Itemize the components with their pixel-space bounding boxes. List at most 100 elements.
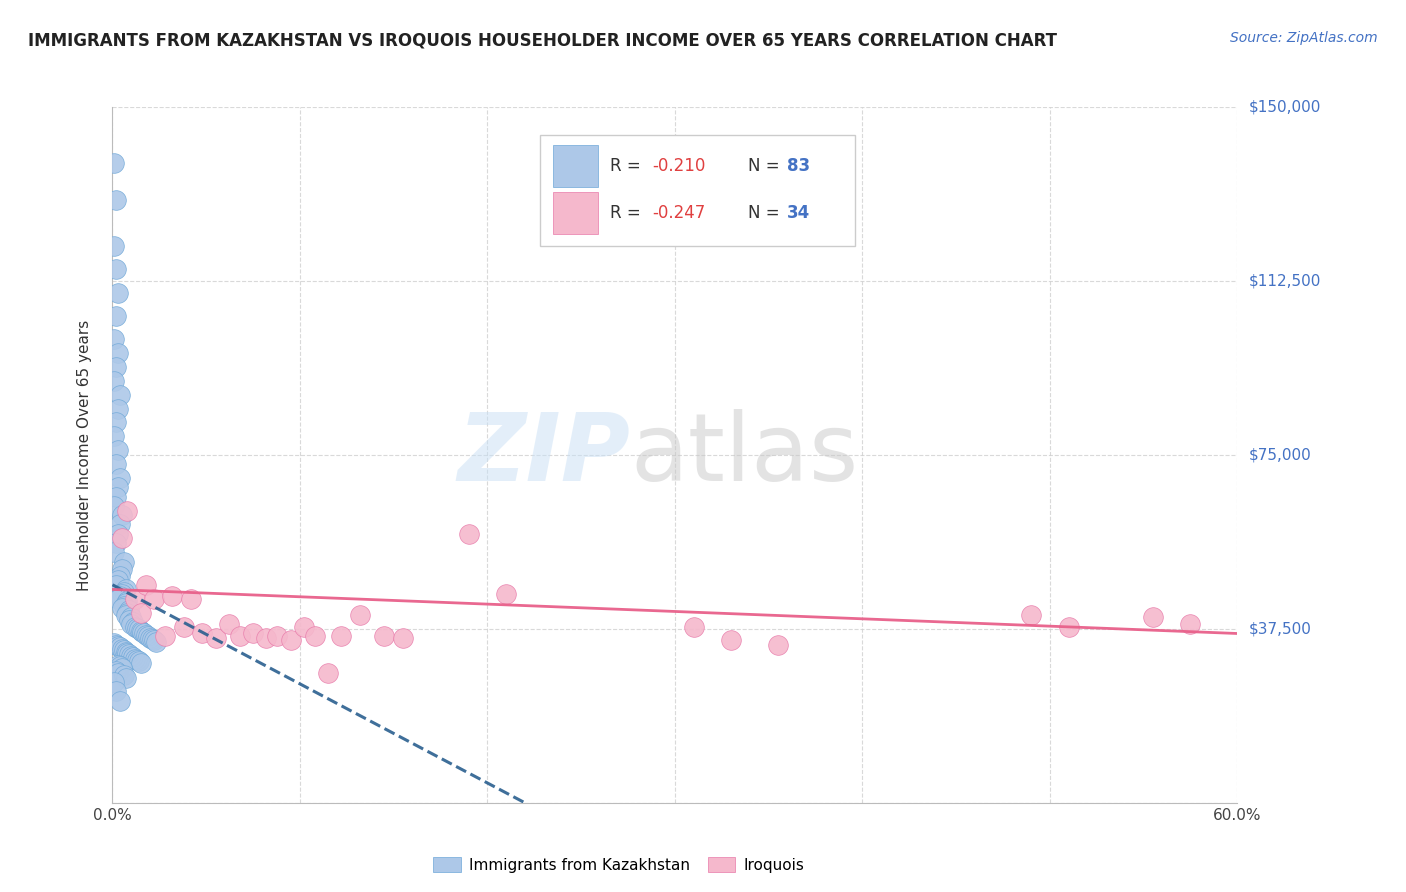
Point	[120, 648, 142, 663]
Point	[108, 568, 131, 582]
Point	[118, 613, 141, 627]
Point	[330, 629, 353, 643]
Point	[107, 401, 129, 416]
Point	[111, 532, 134, 546]
Point	[266, 629, 288, 643]
Point	[103, 636, 125, 650]
Text: -0.210: -0.210	[652, 157, 706, 175]
Point	[124, 651, 146, 665]
Point	[114, 582, 136, 597]
Point	[125, 621, 148, 635]
Point	[105, 416, 128, 430]
Point	[107, 285, 129, 300]
Point	[107, 443, 129, 458]
Point	[112, 584, 135, 599]
Point	[204, 631, 226, 645]
Point	[117, 503, 139, 517]
Point	[107, 657, 129, 672]
Point	[111, 641, 134, 656]
Text: N =: N =	[748, 157, 785, 175]
Point	[682, 619, 704, 633]
Point	[118, 648, 141, 662]
Text: atlas: atlas	[630, 409, 858, 501]
Point	[108, 640, 131, 655]
Text: R =: R =	[610, 157, 645, 175]
Point	[134, 626, 156, 640]
Point	[120, 617, 142, 632]
Point	[129, 606, 152, 620]
Point	[105, 193, 128, 207]
Point	[114, 596, 136, 610]
Text: ZIP: ZIP	[457, 409, 630, 501]
Point	[373, 629, 395, 643]
Point	[142, 633, 165, 648]
Text: 83: 83	[787, 157, 810, 175]
Point	[111, 561, 134, 575]
Point	[135, 628, 157, 642]
Point	[105, 684, 128, 698]
Point	[129, 656, 152, 670]
Point	[1057, 619, 1080, 633]
Point	[124, 591, 146, 606]
Point	[128, 654, 150, 668]
Point	[118, 603, 141, 617]
Point	[105, 359, 128, 374]
Point	[254, 631, 277, 645]
Y-axis label: Householder Income Over 65 years: Householder Income Over 65 years	[77, 319, 91, 591]
Point	[1142, 610, 1164, 624]
Text: $37,500: $37,500	[1249, 622, 1312, 636]
Point	[112, 555, 135, 569]
Point	[229, 629, 252, 643]
Point	[107, 665, 129, 680]
Point	[107, 480, 129, 494]
Point	[107, 346, 129, 360]
Point	[139, 631, 162, 645]
Text: $75,000: $75,000	[1249, 448, 1312, 462]
Point	[292, 619, 315, 633]
Point	[117, 646, 139, 660]
Point	[135, 578, 157, 592]
Point	[111, 587, 134, 601]
Point	[114, 671, 136, 685]
Point	[105, 536, 128, 550]
Point	[242, 626, 264, 640]
Point	[145, 635, 167, 649]
Point	[457, 526, 479, 541]
Point	[124, 619, 146, 633]
Point	[103, 429, 125, 443]
Point	[105, 262, 128, 277]
Point	[153, 629, 176, 643]
Text: 34: 34	[787, 203, 811, 222]
Text: IMMIGRANTS FROM KAZAKHSTAN VS IROQUOIS HOUSEHOLDER INCOME OVER 65 YEARS CORRELAT: IMMIGRANTS FROM KAZAKHSTAN VS IROQUOIS H…	[28, 31, 1057, 49]
Point	[128, 623, 150, 637]
Point	[1180, 617, 1202, 632]
Point	[191, 626, 214, 640]
Point	[103, 675, 125, 690]
Point	[108, 590, 131, 604]
Point	[105, 664, 128, 678]
Point	[107, 639, 129, 653]
Point	[103, 499, 125, 513]
Point	[131, 625, 153, 640]
Point	[103, 545, 125, 559]
Point	[107, 573, 129, 587]
Point	[111, 508, 134, 523]
Point	[349, 607, 371, 622]
Point	[111, 661, 134, 675]
Point	[103, 239, 125, 253]
Point	[304, 629, 326, 643]
Point	[103, 155, 125, 169]
Point	[105, 457, 128, 471]
Point	[114, 644, 136, 658]
Point	[280, 633, 302, 648]
Point	[112, 643, 135, 657]
Legend: Immigrants from Kazakhstan, Iroquois: Immigrants from Kazakhstan, Iroquois	[427, 850, 810, 879]
Point	[105, 578, 128, 592]
Point	[218, 617, 240, 632]
Point	[108, 471, 131, 485]
Point	[114, 607, 136, 622]
Text: $112,500: $112,500	[1249, 274, 1320, 288]
Point	[107, 591, 129, 606]
Point	[720, 633, 742, 648]
Point	[122, 650, 145, 665]
